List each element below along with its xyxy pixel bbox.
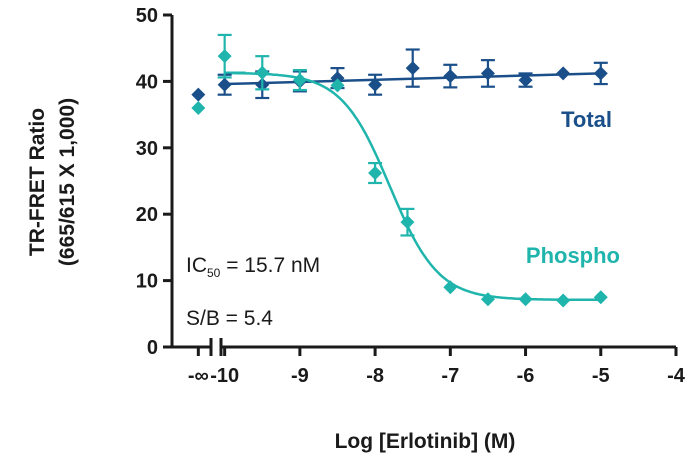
axes: 0 10 20 30 40 50 -∞ -10 -9 -8 -7 -6 -5 -4 [136, 5, 686, 387]
data-point-phospho-zero-dose [191, 100, 206, 115]
x-tick-label: -∞ [188, 365, 209, 387]
data-point-total [368, 77, 383, 92]
x-tick-label: -5 [592, 365, 610, 387]
y-tick-label: 20 [136, 204, 158, 226]
ic50-annotation: IC50 = 15.7 nM [186, 254, 320, 280]
x-tick-label: -6 [517, 365, 535, 387]
data-point-phospho [330, 78, 345, 93]
x-tick-label: -4 [667, 365, 686, 387]
y-tick-label: 40 [136, 71, 158, 93]
data-point-phospho [593, 290, 608, 305]
y-tick-label: 10 [136, 271, 158, 293]
x-tick-label: -7 [441, 365, 459, 387]
x-axis-title: Log [Erlotinib] (M) [335, 430, 516, 453]
data-point-total [443, 69, 458, 84]
labels: Total Phospho IC50 = 15.7 nM S/B = 5.4 L… [26, 98, 620, 453]
data-point-total [330, 71, 345, 86]
data-point-total [480, 66, 495, 81]
y-axis-title-line2: (665/615 X 1,000) [56, 98, 79, 266]
data-point-phospho [368, 166, 383, 181]
data-point-phospho [518, 292, 533, 307]
series-label-total: Total [561, 107, 612, 132]
data-point-phospho [556, 293, 571, 308]
data-point-total [405, 61, 420, 76]
x-tick-label: -9 [291, 365, 309, 387]
data-point-total [593, 66, 608, 81]
y-tick-label: 30 [136, 138, 158, 160]
data-points [191, 33, 608, 308]
y-tick-label: 50 [136, 5, 158, 27]
x-tick-label: -8 [366, 365, 384, 387]
data-point-phospho [292, 73, 307, 88]
ic50-value: = 15.7 nM [220, 254, 320, 277]
data-point-phospho [400, 215, 415, 230]
data-point-total [518, 73, 533, 88]
ic50-prefix: IC [186, 254, 207, 277]
data-point-total [556, 66, 571, 81]
sb-annotation: S/B = 5.4 [186, 307, 273, 330]
y-axis-title-line1: TR-FRET Ratio [26, 108, 49, 256]
data-point-total [217, 77, 232, 92]
series-label-phospho: Phospho [526, 243, 620, 268]
x-tick-label: -10 [210, 365, 239, 387]
data-point-phospho [217, 49, 232, 64]
data-point-phospho [443, 280, 458, 295]
ic50-subscript: 50 [207, 266, 221, 280]
data-point-phospho [255, 65, 270, 80]
data-point-total-zero-dose [191, 87, 206, 102]
y-tick-label: 0 [147, 337, 158, 359]
data-point-phospho [480, 292, 495, 307]
